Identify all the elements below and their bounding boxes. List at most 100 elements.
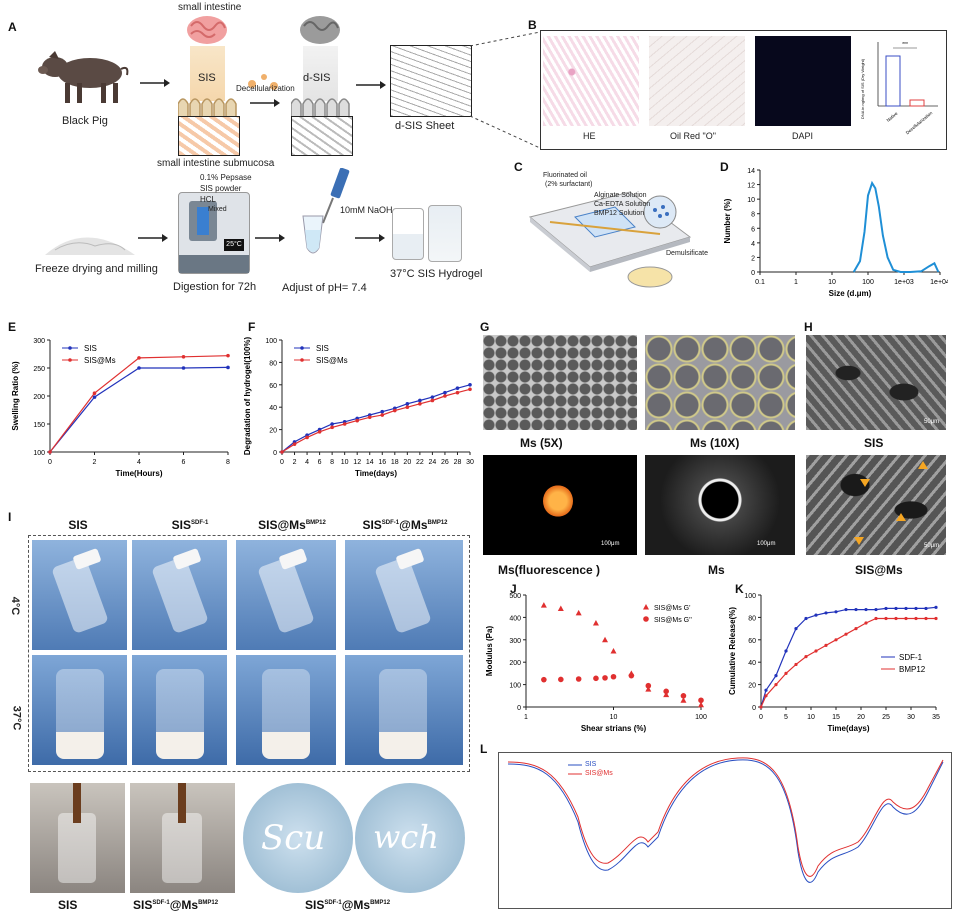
write-wch: wch xyxy=(373,818,439,856)
data-point xyxy=(305,435,309,440)
release-point xyxy=(794,662,798,667)
data-point xyxy=(430,398,435,403)
ca-edta-label: Ca-EDTA Solution xyxy=(594,201,651,208)
g-double-prime-point xyxy=(541,676,547,683)
g-prime-point xyxy=(602,636,609,643)
y-tick-label: 80 xyxy=(748,615,756,622)
sis-layer xyxy=(190,46,225,101)
x-tick-label: 6 xyxy=(318,459,322,466)
ms-10x-caption: Ms (10X) xyxy=(690,436,740,450)
x-tick-label: 10 xyxy=(807,714,815,721)
release-point xyxy=(804,616,808,621)
release-point xyxy=(824,611,828,615)
scale-bar-sisms: 50μm xyxy=(924,543,940,549)
vial-37c-sdf xyxy=(132,655,227,765)
x-tick-label: 28 xyxy=(454,459,462,466)
freeze-label: Freeze drying and milling xyxy=(35,263,158,275)
small-intestine-label: small intestine xyxy=(178,2,242,13)
ftir-sisms-line xyxy=(507,757,944,877)
arrow-icon xyxy=(355,234,385,242)
sisms-sem-image: 50μm xyxy=(806,455,946,555)
zoom-lines xyxy=(470,31,540,149)
data-point xyxy=(405,405,410,409)
y-tick-label: 100 xyxy=(509,683,521,690)
x-tick-label: 4 xyxy=(305,459,309,466)
release-point xyxy=(894,616,898,621)
legend-marker xyxy=(68,358,72,362)
alginate-label: Alginate Solution xyxy=(594,192,647,199)
series-line-1 xyxy=(281,388,471,453)
intestine-icon xyxy=(187,16,227,44)
dna-cat-decell: Decellularization xyxy=(905,110,934,135)
x-tick-label: 0 xyxy=(759,714,763,721)
data-point xyxy=(430,395,435,399)
x-tick-label: 8 xyxy=(330,459,334,466)
data-point xyxy=(380,413,385,417)
release-point xyxy=(824,643,828,647)
y-tick-label: 60 xyxy=(748,638,756,645)
data-point xyxy=(455,390,460,395)
panel-label-e: E xyxy=(8,320,17,334)
release-point xyxy=(834,638,838,642)
hydrogel-jar-1 xyxy=(392,208,424,260)
x-tick-label: 25 xyxy=(882,714,890,721)
data-point xyxy=(181,355,186,359)
vial-4c-sisms xyxy=(236,540,336,650)
release-point xyxy=(934,605,938,609)
g-double-prime-point xyxy=(680,693,687,699)
dsis-sheet-label: d-SIS Sheet xyxy=(395,120,455,132)
g-double-prime-point xyxy=(698,697,704,704)
ftir-spectrum xyxy=(507,757,944,883)
dsis-block xyxy=(291,116,353,156)
x-axis-label: Time(Hours) xyxy=(116,469,163,478)
x-tick-label: 8 xyxy=(226,459,230,466)
y-tick-label: 8 xyxy=(751,212,755,219)
row-label-4c: 4°C xyxy=(9,596,22,616)
x-axis-label: Size (d.μm) xyxy=(829,289,872,298)
chart-j-rheology: 0 100 200 300 400 500 1 10 100 Shear strians (%) M… xyxy=(485,593,707,733)
release-point xyxy=(814,649,818,653)
writing-wch-image: wch xyxy=(355,783,465,893)
oil-label: Oil Red "O" xyxy=(670,131,716,141)
data-point xyxy=(393,408,397,413)
mixed-label: Mixed xyxy=(208,206,227,213)
x-tick-label: 15 xyxy=(832,714,840,721)
x-tick-label: 5 xyxy=(784,714,788,721)
data-point xyxy=(181,366,186,370)
writing-scu-image: Scu xyxy=(243,783,353,893)
y-tick-label: 500 xyxy=(509,593,521,600)
y-tick-label: 100 xyxy=(265,338,277,345)
x-tick-label: 10 xyxy=(610,714,618,721)
decell-label: Decellularization xyxy=(236,84,295,93)
series-line-1 xyxy=(49,355,229,453)
data-point xyxy=(443,394,447,398)
y-axis-label: Swelling Ratio (%) xyxy=(11,361,20,431)
g-prime-point xyxy=(645,686,652,692)
dna-bar-native xyxy=(885,55,901,107)
g-double-prime-point xyxy=(663,688,669,695)
x-tick-label: 2 xyxy=(293,459,297,466)
panel-label-h: H xyxy=(804,320,813,334)
y-tick-label: 40 xyxy=(748,660,756,667)
data-point xyxy=(367,415,372,420)
bottom-sis-caption: SIS xyxy=(58,898,78,912)
g-double-prime-point xyxy=(593,675,599,682)
demul-label: Demulsificate xyxy=(666,250,709,257)
vial-4c-sis xyxy=(32,540,127,650)
release-point xyxy=(934,616,938,621)
data-point xyxy=(330,425,334,430)
vial-37c-sis xyxy=(32,655,127,765)
panel-label-j: J xyxy=(510,582,517,596)
data-point xyxy=(92,395,97,399)
dapi-image xyxy=(755,36,851,126)
data-point xyxy=(455,386,460,390)
x-tick-label: 6 xyxy=(182,459,186,466)
digestion-label: Digestion for 72h xyxy=(173,281,257,293)
y-axis-label: Cumulative Release(%) xyxy=(728,607,737,695)
y-tick-label: 0 xyxy=(517,705,521,712)
ms-fluorescence-caption: Ms(fluorescence ) xyxy=(498,563,601,577)
release-point xyxy=(774,683,778,687)
y-tick-label: 150 xyxy=(33,422,45,429)
x-tick-label: 30 xyxy=(466,459,474,466)
